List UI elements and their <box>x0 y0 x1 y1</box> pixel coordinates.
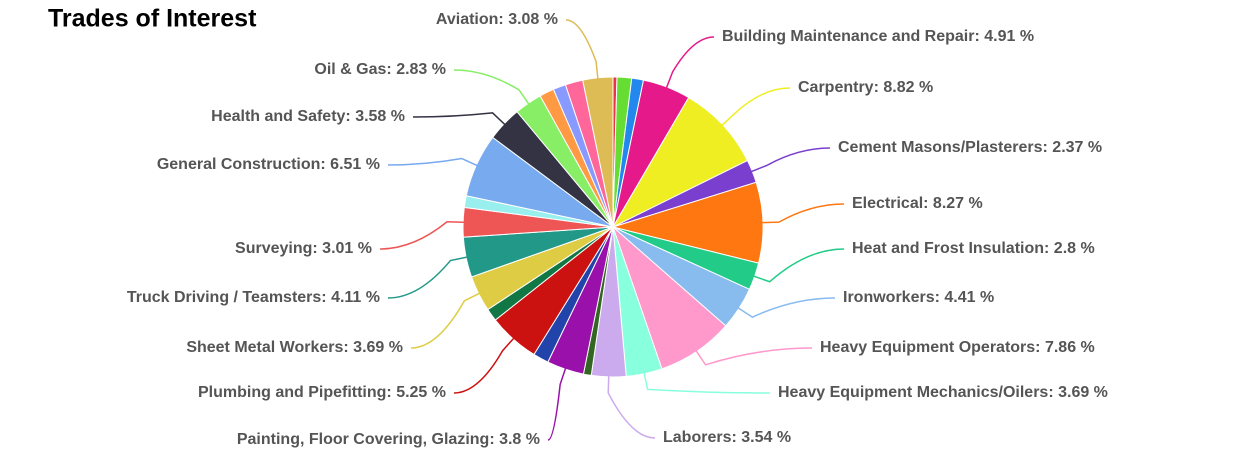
slice-label: Plumbing and Pipefitting: 5.25 % <box>198 384 446 401</box>
slice-label: Surveying: 3.01 % <box>235 240 372 257</box>
leader-line <box>693 347 813 366</box>
slice-label: Electrical: 8.27 % <box>852 195 983 212</box>
leader-line <box>735 297 836 319</box>
slice-label: Heavy Equipment Mechanics/Oilers: 3.69 % <box>778 384 1108 401</box>
slice-label: Cement Masons/Plasterers: 2.37 % <box>838 139 1102 156</box>
leader-line <box>758 203 845 224</box>
leader-line <box>453 335 517 394</box>
leader-line <box>664 36 715 91</box>
slice-label: Carpentry: 8.82 % <box>798 79 933 96</box>
slice-label: Building Maintenance and Repair: 4.91 % <box>722 28 1034 45</box>
leader-line <box>719 87 791 128</box>
slice-label: Oil & Gas: 2.83 % <box>314 61 446 78</box>
leader-line <box>387 157 481 168</box>
leader-line <box>410 291 483 349</box>
slice-label: Heat and Frost Insulation: 2.8 % <box>852 240 1095 257</box>
slice-label: Heavy Equipment Operators: 7.86 % <box>820 339 1095 356</box>
leader-line <box>453 69 532 107</box>
leader-line <box>748 147 831 174</box>
slice-label: Laborers: 3.54 % <box>663 429 791 446</box>
leader-line <box>379 221 468 250</box>
slice-label: Ironworkers: 4.41 % <box>843 289 994 306</box>
slice-label: Health and Safety: 3.58 % <box>211 108 405 125</box>
leader-line <box>607 372 656 439</box>
slice-label: Aviation: 3.08 % <box>436 11 558 28</box>
leader-line <box>547 365 568 441</box>
leader-line <box>642 369 771 394</box>
slice-label: Truck Driving / Teamsters: 4.11 % <box>127 289 380 306</box>
leader-line <box>565 19 599 82</box>
chart-title: Trades of Interest <box>48 5 257 33</box>
slice-label: General Construction: 6.51 % <box>157 156 380 173</box>
slice-label: Painting, Floor Covering, Glazing: 3.8 % <box>237 431 540 448</box>
leader-line <box>750 248 845 283</box>
leader-line <box>387 255 471 299</box>
leader-line <box>412 112 508 128</box>
slice-label: Sheet Metal Workers: 3.69 % <box>186 339 403 356</box>
